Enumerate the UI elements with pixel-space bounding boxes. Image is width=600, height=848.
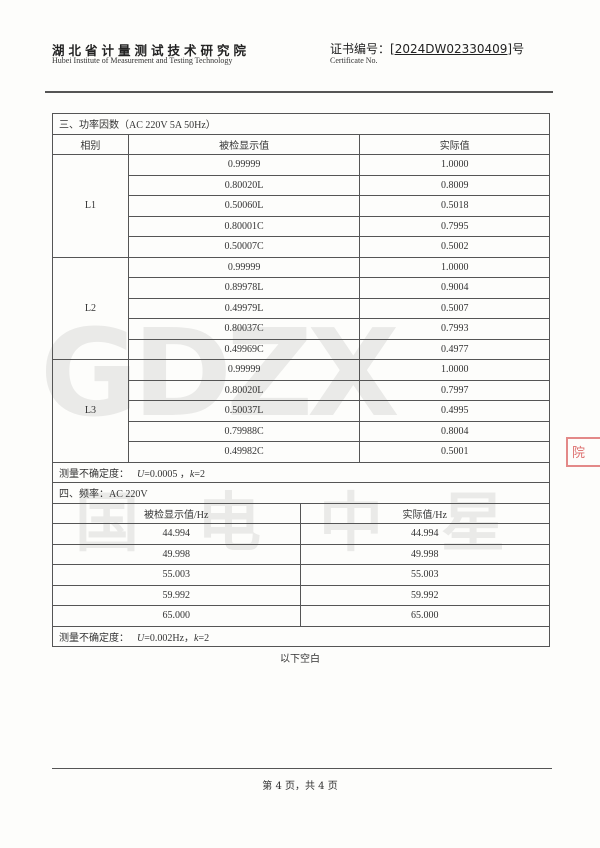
col-header: 实际值/Hz [299,502,550,524]
actual-value: 0.9004 [359,277,550,299]
indicated-value: 0.80001C [127,215,361,237]
uncertainty-uncertainty-u: U [137,632,145,644]
uncertainty-uncertainty-u: U [137,468,145,480]
actual-value: 0.8004 [359,420,550,442]
institute-name-en: Hubei Institute of Measurement and Testi… [52,56,233,65]
indicated-value: 0.99999 [127,154,361,176]
uncertainty-uncertainty-u-val: =0.0005 ， [144,468,190,480]
actual-value: 0.5007 [359,297,550,319]
uncertainty-cell: 测量不确定度： U=0.0005 ，k=2 [52,461,550,483]
indicated-value: 0.49969C [127,338,361,360]
actual-value: 0.5002 [359,236,550,258]
table-row: L2 0.99999 1.0000 [52,256,550,360]
col-header: 相别 [52,133,129,155]
table-row: 0.89978L 0.9004 [53,277,550,299]
actual-value: 59.992 [299,584,550,606]
indicated-value: 0.80020L [127,379,361,401]
table-row: 0.50007C 0.5002 [53,236,550,258]
indicated-value: 0.49982C [127,441,361,463]
table-row: 0.80020L 0.8009 [53,174,550,196]
table-row: L3 0.99999 1.0000 [52,359,550,463]
indicated-value: 0.49979L [127,297,361,319]
power-factor-table: 三、功率因数（AC 220V 5A 50Hz） 相别 被检显示值 实际值 L1 0… [52,113,550,483]
frequency-table: 四、频率：AC 220V 被检显示值/Hz 实际值/Hz 44.994 44.99… [52,482,550,647]
indicated-value: 0.50060L [127,195,361,217]
table-row: L1 0.99999 1.0000 [52,154,550,258]
uncertainty-uncertainty-u-val: =0.002Hz， [144,632,195,644]
uncertainty-row: 测量不确定度： U=0.0005 ，k=2 [52,461,550,483]
table-row: 0.79988C 0.8004 [53,420,550,442]
institute-name-cn: 湖北省计量测试技术研究院 [52,43,251,58]
indicated-value: 0.50037L [127,400,361,422]
uncertainty-uncertainty-label: 测量不确定度： [59,632,129,644]
actual-value: 49.998 [299,543,550,565]
indicated-value: 55.003 [52,564,301,586]
page-number: 第 4 页，共 4 页 [262,781,338,792]
actual-value: 0.4995 [359,400,550,422]
uncertainty-uncertainty-label: 测量不确定度： [59,468,129,480]
cert-label-en: Certificate No. [330,56,378,65]
table-row: 0.80020L 0.7997 [53,379,550,401]
indicated-value: 65.000 [52,605,301,627]
indicated-value: 59.992 [52,584,301,606]
footer-rule [52,768,552,769]
uncertainty-cell: 测量不确定度： U=0.002Hz，k=2 [52,625,550,647]
cert-number-value: [2024DW02330409] [390,42,513,56]
actual-value: 0.7997 [359,379,550,401]
indicated-value: 0.79988C [127,420,361,442]
cert-suffix: 号 [512,42,525,56]
actual-value: 55.003 [299,564,550,586]
indicated-value: 0.50007C [127,236,361,258]
table-row: 0.50037L 0.4995 [53,400,550,422]
uncertainty-uncertainty-k-val: =2 [198,632,210,644]
uncertainty-row: 测量不确定度： U=0.002Hz，k=2 [52,625,550,647]
indicated-value: 0.99999 [127,359,361,381]
section3-title: 三、功率因数（AC 220V 5A 50Hz） [52,113,550,135]
table-row: 0.49969C 0.4977 [53,338,550,360]
indicated-value: 0.80020L [127,174,361,196]
indicated-value: 49.998 [52,543,301,565]
table-row: 0.49979L 0.5007 [53,297,550,319]
actual-value: 0.4977 [359,338,550,360]
indicated-value: 0.89978L [127,277,361,299]
uncertainty-uncertainty-k: k [189,468,195,480]
table-row: 59.992 59.992 [52,584,550,606]
cert-label: 证书编号： [330,42,391,56]
actual-value: 0.5018 [359,195,550,217]
certificate-number: 证书编号：[2024DW02330409]号 [330,40,524,57]
indicated-value: 0.80037C [127,318,361,340]
table-row: 49.998 49.998 [52,543,550,565]
actual-value: 0.5001 [359,441,550,463]
uncertainty-uncertainty-k-val: =2 [194,468,205,480]
actual-value: 1.0000 [359,256,550,278]
col-header: 被检显示值/Hz [52,502,301,524]
indicated-value: 44.994 [52,523,301,545]
actual-value: 0.7995 [359,215,550,237]
indicated-value: 0.99999 [127,256,361,278]
table-row: 65.000 65.000 [52,605,550,627]
table-row: 55.003 55.003 [52,564,550,586]
col-header: 被检显示值 [127,133,361,155]
table-row: 0.50060L 0.5018 [53,195,550,217]
col-header: 实际值 [359,133,550,155]
actual-value: 0.7993 [359,318,550,340]
phase-cell: L1 [52,154,129,258]
table-row: 44.994 44.994 [52,523,550,545]
red-stamp: 院 [566,437,600,467]
actual-value: 0.8009 [359,174,550,196]
table-row: 0.49982C 0.5001 [53,441,550,463]
actual-value: 65.000 [299,605,550,627]
blank-note: 以下空白 [280,654,320,665]
actual-value: 1.0000 [359,359,550,381]
actual-value: 1.0000 [359,154,550,176]
actual-value: 44.994 [299,523,550,545]
table-row: 0.80037C 0.7993 [53,318,550,340]
section4-title: 四、频率：AC 220V [52,482,550,504]
phase-cell: L2 [52,256,129,360]
uncertainty-uncertainty-k: k [194,632,199,644]
phase-cell: L3 [52,359,129,463]
header-rule [45,91,553,93]
